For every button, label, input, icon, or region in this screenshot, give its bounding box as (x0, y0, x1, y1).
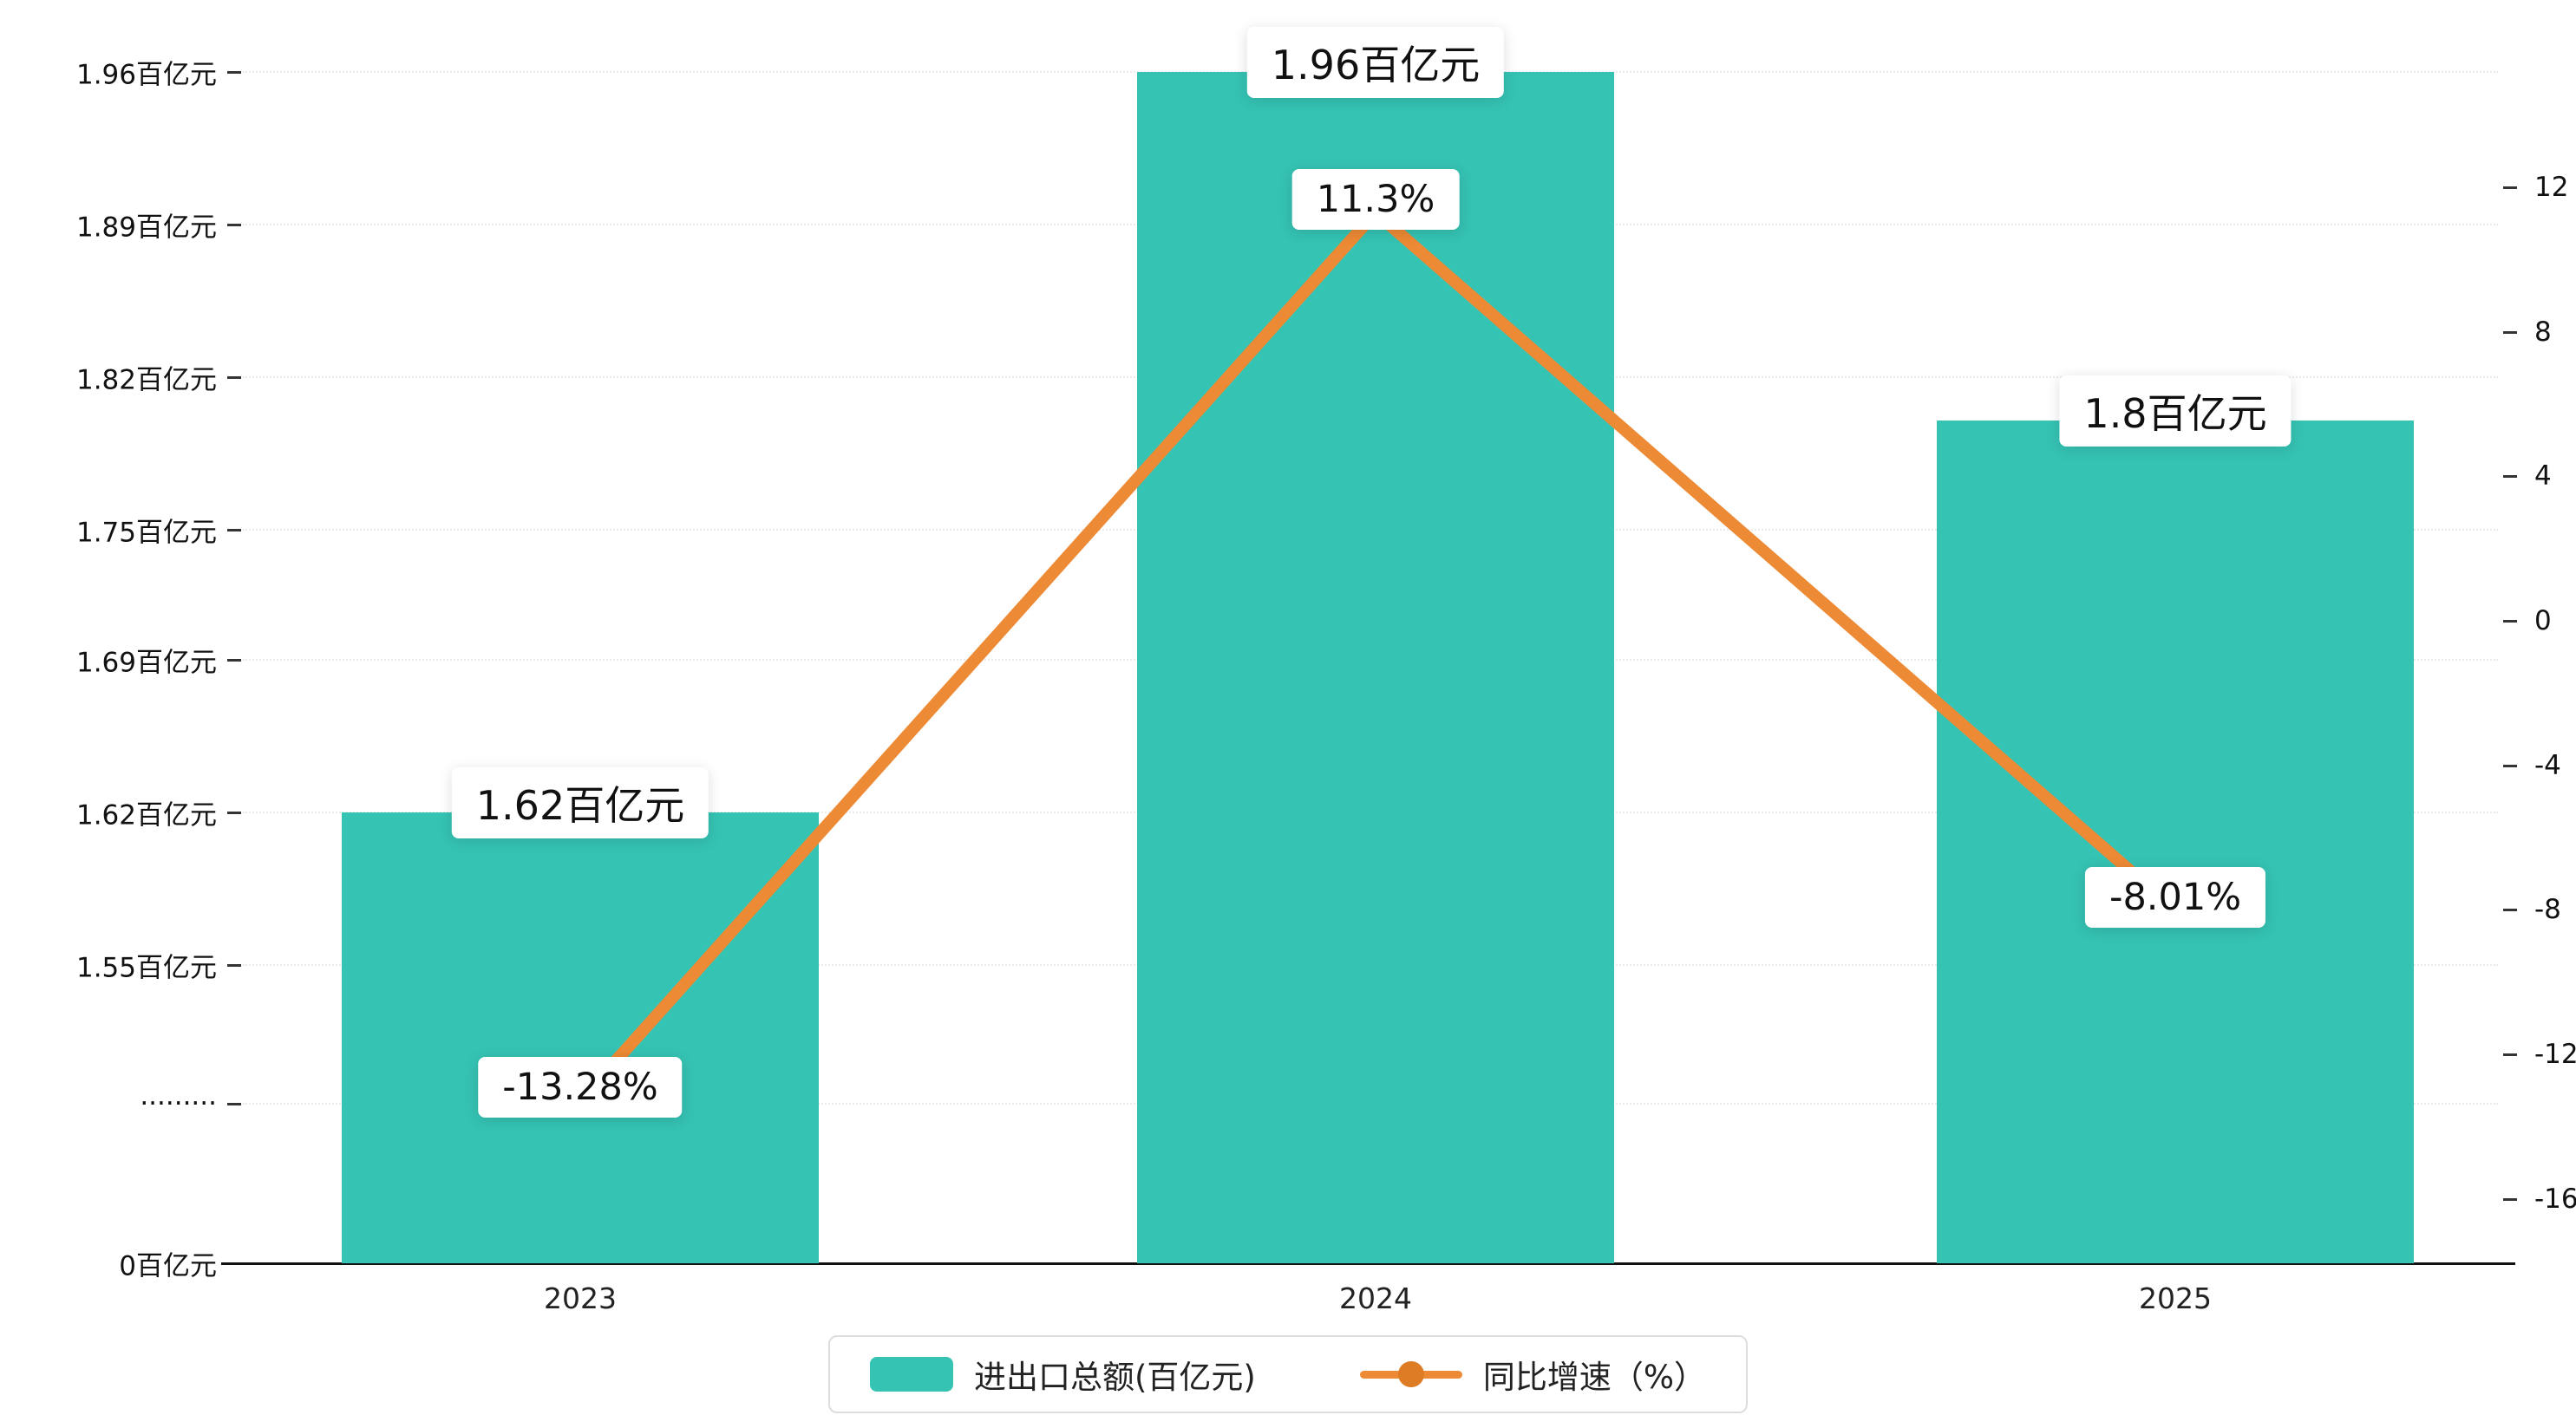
right-axis-tick (2503, 764, 2517, 767)
left-axis-tick-label: 1.82百亿元 (75, 364, 217, 396)
left-axis-tick-label: 1.62百亿元 (75, 799, 217, 831)
left-axis-tick-label: 0百亿元 (119, 1250, 217, 1282)
right-axis-tick (2503, 1197, 2517, 1201)
line-series-swatch-icon (1359, 1361, 1462, 1387)
left-axis-tick-label: 1.69百亿元 (75, 647, 217, 679)
right-axis-tick-label: 8 (2534, 316, 2552, 348)
right-axis-tick-label: -4 (2534, 749, 2561, 781)
left-axis-tick (227, 71, 241, 74)
left-axis-tick (227, 964, 241, 967)
left-axis-tick-label: 1.75百亿元 (75, 517, 217, 549)
left-axis-tick (227, 812, 241, 815)
right-axis-tick-label: -8 (2534, 894, 2561, 926)
right-axis-tick-label: -12 (2534, 1039, 2576, 1070)
x-axis-label: 2024 (1339, 1281, 1412, 1315)
legend-item-growth-rate[interactable]: 同比增速（%） (1359, 1351, 1707, 1398)
right-axis-tick-label: 4 (2534, 460, 2552, 492)
bar-series-swatch-icon (869, 1357, 953, 1392)
right-axis-tick (2503, 475, 2517, 479)
legend-item-total-trade[interactable]: 进出口总额(百亿元) (869, 1351, 1256, 1398)
legend-label-total-trade: 进出口总额(百亿元) (973, 1359, 1256, 1396)
right-axis-tick-label: -16 (2534, 1183, 2576, 1215)
left-axis-tick-label: 1.55百亿元 (75, 952, 217, 984)
x-axis-label: 2025 (2139, 1281, 2212, 1315)
left-axis-tick (227, 1103, 241, 1105)
line-marker-dot-icon (1397, 1361, 1424, 1387)
right-axis-tick (2503, 186, 2517, 189)
bar-value-label: 1.96百亿元 (1246, 27, 1505, 98)
bar-value-label: 1.62百亿元 (451, 767, 709, 839)
bar (342, 812, 819, 1263)
right-axis-tick (2503, 1053, 2517, 1056)
left-axis-tick-label: 1.89百亿元 (75, 212, 217, 244)
left-axis-tick (227, 659, 241, 662)
right-axis-tick (2503, 909, 2517, 912)
right-axis-tick-label: 0 (2534, 605, 2552, 636)
right-axis-tick (2503, 620, 2517, 623)
growth-value-label: -8.01% (2084, 866, 2266, 928)
left-axis-tick-label: ········· (140, 1088, 217, 1119)
legend: 进出口总额(百亿元) 同比增速（%） (827, 1335, 1749, 1413)
right-axis-tick (2503, 330, 2517, 334)
bar (1937, 420, 2414, 1263)
legend-label-growth-rate: 同比增速（%） (1482, 1359, 1707, 1396)
left-axis-tick-label: 1.96百亿元 (75, 59, 217, 91)
growth-value-label: -13.28% (478, 1057, 683, 1118)
growth-value-label: 11.3% (1291, 169, 1460, 231)
bar-value-label: 1.8百亿元 (2059, 375, 2292, 447)
x-axis-label: 2023 (544, 1281, 617, 1315)
left-axis-tick (227, 375, 241, 379)
left-axis-tick (227, 528, 241, 531)
bar (1137, 72, 1614, 1263)
left-axis-tick (227, 223, 241, 226)
x-axis-line (221, 1262, 2515, 1265)
right-axis-tick-label: 12 (2534, 172, 2569, 203)
